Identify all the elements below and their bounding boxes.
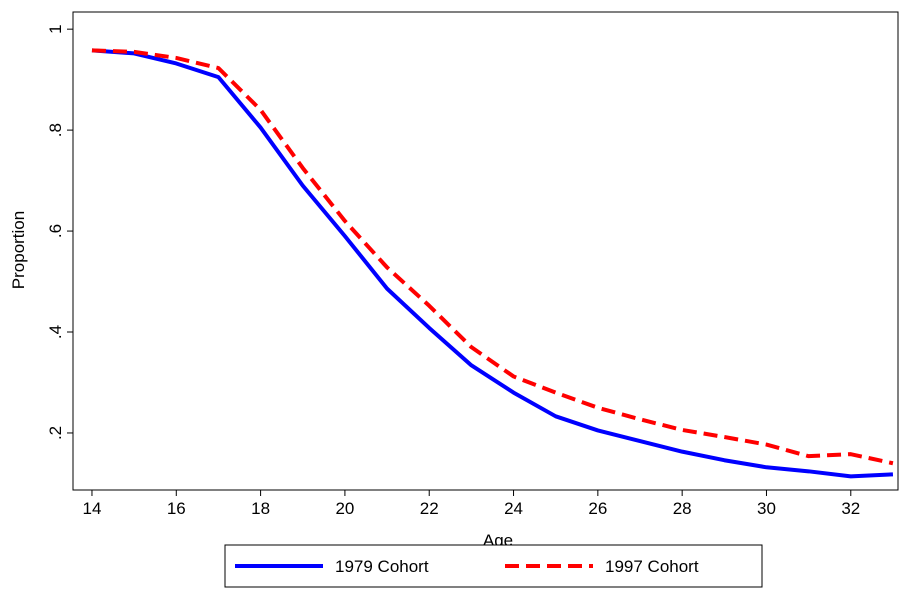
x-tick-label: 28 — [673, 499, 692, 518]
x-tick-label: 24 — [504, 499, 523, 518]
y-tick-label: .6 — [46, 224, 65, 238]
y-tick-label: .2 — [46, 426, 65, 440]
legend-label: 1979 Cohort — [335, 557, 429, 576]
y-tick-label: .8 — [46, 123, 65, 137]
y-axis-label: Proportion — [9, 211, 28, 289]
plot-frame — [72, 11, 899, 491]
legend-label: 1997 Cohort — [605, 557, 699, 576]
x-tick-label: 14 — [83, 499, 102, 518]
x-tick-label: 30 — [757, 499, 776, 518]
x-tick-label: 22 — [420, 499, 439, 518]
x-tick-label: 18 — [251, 499, 270, 518]
x-tick-label: 32 — [841, 499, 860, 518]
y-tick-label: 1 — [46, 24, 65, 33]
y-tick-label: .4 — [46, 325, 65, 339]
series-line — [91, 48, 894, 466]
series-line — [91, 48, 894, 479]
x-tick-label: 20 — [335, 499, 354, 518]
x-tick-label: 16 — [167, 499, 186, 518]
x-tick-label: 26 — [588, 499, 607, 518]
